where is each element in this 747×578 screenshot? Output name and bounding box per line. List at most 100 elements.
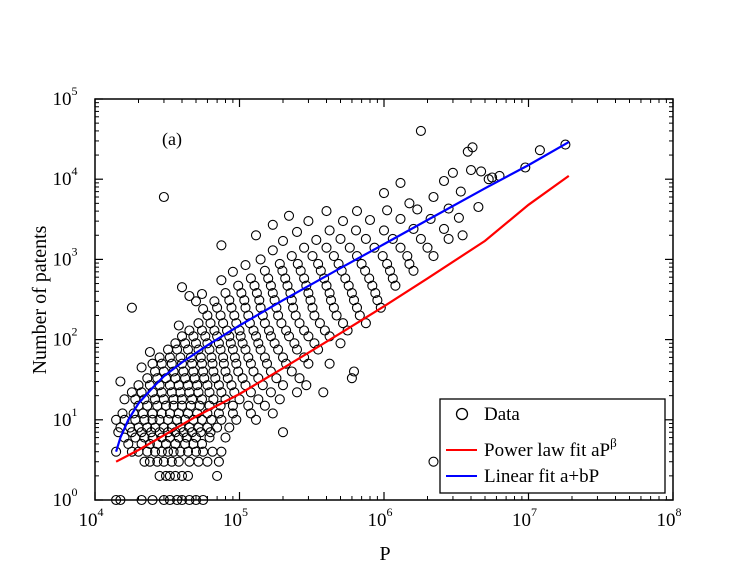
y-tick-exponent: 1 xyxy=(72,405,78,419)
legend-power-exponent: β xyxy=(610,435,617,450)
data-point xyxy=(231,358,242,369)
data-point xyxy=(216,446,227,457)
legend-data-label: Data xyxy=(484,404,520,425)
data-point xyxy=(149,446,161,457)
data-point xyxy=(387,273,398,284)
data-point xyxy=(139,456,150,467)
y-tick-label: 105 xyxy=(53,84,78,110)
data-point xyxy=(428,456,439,467)
data-point xyxy=(560,139,571,150)
data-point xyxy=(136,494,147,506)
data-point xyxy=(216,414,227,425)
data-point xyxy=(166,456,177,467)
data-point xyxy=(168,446,179,457)
data-point xyxy=(187,394,198,405)
y-tick-label: 101 xyxy=(53,405,78,431)
data-point xyxy=(364,214,376,226)
data-point xyxy=(209,296,220,307)
data-point xyxy=(307,251,318,262)
data-point xyxy=(465,165,477,176)
data-point xyxy=(220,432,231,443)
data-point xyxy=(337,318,349,329)
y-tick-base: 10 xyxy=(53,249,72,270)
data-point xyxy=(245,408,256,419)
legend-power-label: Power law fit aPβ xyxy=(484,435,617,461)
x-tick-label: 105 xyxy=(223,505,248,531)
data-point xyxy=(158,191,169,203)
data-point xyxy=(321,242,332,253)
y-tick-base: 10 xyxy=(53,89,72,110)
data-point xyxy=(168,394,179,405)
data-point xyxy=(229,352,240,363)
data-point xyxy=(259,400,270,411)
data-point xyxy=(240,344,251,355)
data-point xyxy=(319,325,330,336)
data-point xyxy=(158,456,169,467)
data-point xyxy=(265,387,276,398)
data-point xyxy=(382,258,393,269)
data-point xyxy=(443,203,454,214)
data-point xyxy=(164,470,175,481)
data-point xyxy=(245,273,256,284)
panel-label: (a) xyxy=(162,129,182,150)
data-point xyxy=(218,318,229,329)
data-point xyxy=(415,125,426,136)
data-point xyxy=(111,494,122,506)
data-point xyxy=(245,358,256,369)
data-point xyxy=(402,251,413,262)
data-point xyxy=(147,494,158,506)
data-point xyxy=(176,282,188,293)
data-point xyxy=(227,408,238,419)
data-point xyxy=(190,494,202,506)
data-point xyxy=(251,288,262,299)
data-point xyxy=(283,331,295,342)
x-tick-base: 10 xyxy=(223,510,242,531)
data-point xyxy=(220,288,231,299)
data-point xyxy=(160,400,172,411)
data-point xyxy=(182,470,194,481)
data-point xyxy=(283,210,295,221)
data-point xyxy=(188,366,199,377)
data-point xyxy=(438,223,450,234)
data-point xyxy=(156,432,167,443)
data-point xyxy=(291,226,303,237)
data-point xyxy=(267,245,278,256)
data-point xyxy=(126,427,137,438)
y-tick-exponent: 3 xyxy=(72,244,78,258)
data-point xyxy=(309,310,320,321)
data-point xyxy=(142,400,153,411)
x-tick-base: 10 xyxy=(657,510,676,531)
data-point xyxy=(180,438,191,449)
data-point xyxy=(193,344,204,355)
data-point xyxy=(348,366,360,377)
data-point xyxy=(243,400,254,411)
data-point xyxy=(360,233,371,244)
y-tick-exponent: 5 xyxy=(72,84,78,98)
data-point xyxy=(476,166,487,177)
data-point xyxy=(210,373,221,384)
data-point xyxy=(220,366,231,377)
data-point xyxy=(286,366,297,377)
data-point xyxy=(277,352,289,363)
data-point xyxy=(156,446,167,457)
data-point xyxy=(207,358,218,369)
data-point xyxy=(240,260,251,271)
data-point xyxy=(303,288,314,299)
y-tick-exponent: 0 xyxy=(72,485,78,499)
data-point xyxy=(158,422,169,433)
data-point xyxy=(198,304,209,315)
data-point xyxy=(111,446,122,457)
data-point xyxy=(170,338,181,349)
data-point xyxy=(337,216,349,227)
data-point xyxy=(144,456,155,467)
data-point xyxy=(364,273,375,284)
data-point xyxy=(415,233,426,244)
data-point xyxy=(303,216,314,227)
data-point xyxy=(324,358,335,369)
data-point xyxy=(136,387,147,398)
data-point xyxy=(314,318,325,329)
data-point xyxy=(142,373,153,384)
legend: Data Power law fit aPβ Linear fit a+bP xyxy=(439,398,666,494)
data-point xyxy=(213,408,224,419)
y-tick-label: 103 xyxy=(53,244,78,270)
